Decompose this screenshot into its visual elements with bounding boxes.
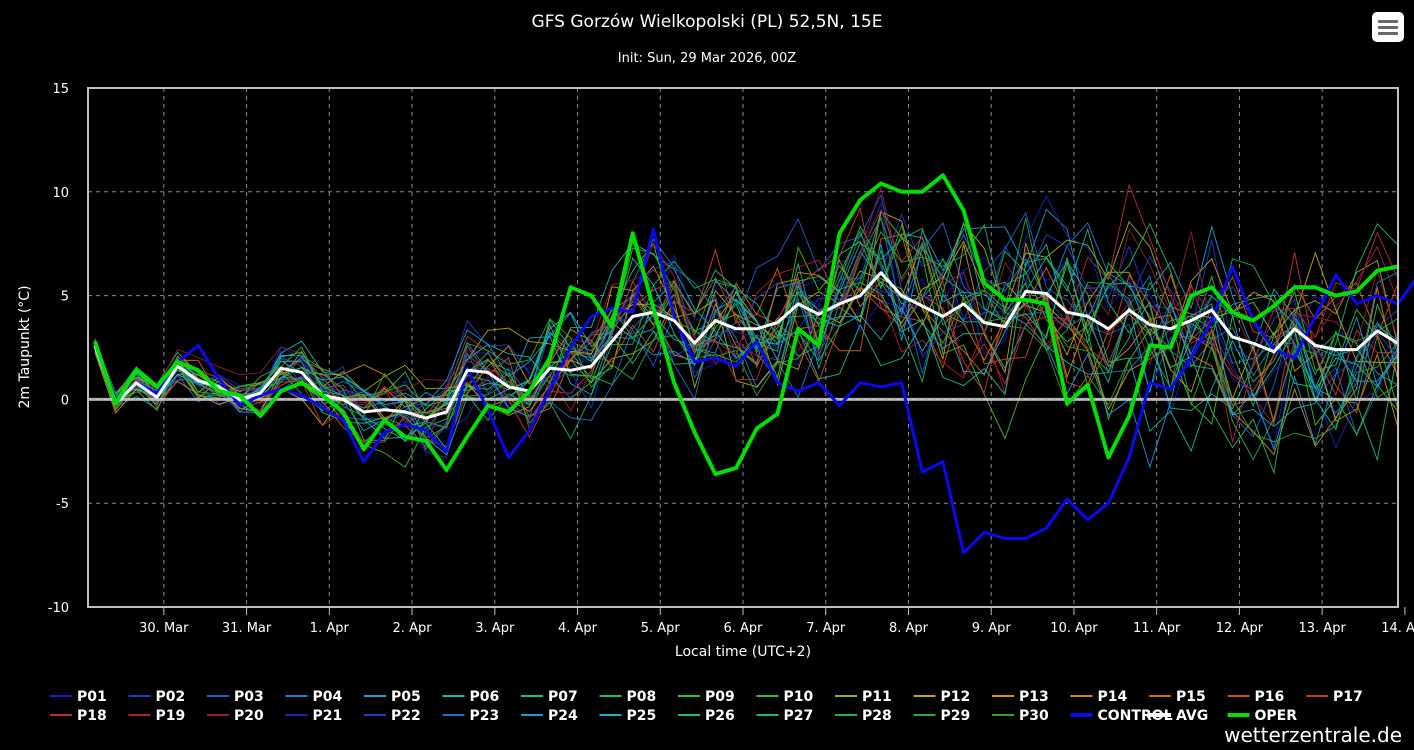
legend-item-p18: P18 xyxy=(77,708,107,724)
series-line-p06 xyxy=(94,242,1399,453)
x-tick-label: 6. Apr xyxy=(723,621,763,636)
legend-item-oper: OPER xyxy=(1255,708,1298,724)
x-tick-label: 4. Apr xyxy=(558,621,598,636)
legend-item-p16: P16 xyxy=(1255,689,1285,705)
x-tick-label: 11. Apr xyxy=(1133,621,1181,636)
y-tick-label: 5 xyxy=(61,290,69,305)
x-tick-label: 7. Apr xyxy=(806,621,846,636)
y-tick-label: 10 xyxy=(52,186,69,201)
legend-item-p02: P02 xyxy=(156,689,186,705)
chart-subtitle: Init: Sun, 29 Mar 2026, 00Z xyxy=(618,51,797,66)
legend-item-p08: P08 xyxy=(627,689,657,705)
legend-item-p20: P20 xyxy=(234,708,264,724)
legend-item-p27: P27 xyxy=(784,708,814,724)
y-axis-ticks: -10 -5 0 5 10 15 xyxy=(48,82,69,616)
x-tick-label: 13. Apr xyxy=(1299,621,1347,636)
x-axis-ticks: 30. Mar 31. Mar 1. Apr 2. Apr 3. Apr 4. Apr 5.… xyxy=(139,607,1414,636)
series-line-p27 xyxy=(94,220,1399,475)
series-line-oper xyxy=(93,173,1399,477)
legend-item-p11: P11 xyxy=(862,689,892,705)
x-tick-label: 1. Apr xyxy=(310,621,350,636)
y-tick-label: -5 xyxy=(56,497,69,512)
legend-item-p29: P29 xyxy=(941,708,971,724)
legend-item-avg: AVG xyxy=(1176,708,1208,724)
legend-item-p04: P04 xyxy=(313,689,343,705)
legend: P01 P02 P03 P04 P05 P06 P07 P08 P09 P10 P11 P12 P13 P… xyxy=(50,689,1363,724)
chart-title: GFS Gorzów Wielkopolski (PL) 52,5N, 15E xyxy=(532,12,883,32)
legend-item-p24: P24 xyxy=(548,708,578,724)
hamburger-menu-icon[interactable] xyxy=(1372,12,1404,42)
legend-item-p15: P15 xyxy=(1176,689,1206,705)
legend-item-p21: P21 xyxy=(313,708,343,724)
y-axis-label: 2m Taupunkt (°C) xyxy=(17,285,33,408)
x-tick-label: 2. Apr xyxy=(393,621,433,636)
legend-item-p07: P07 xyxy=(548,689,578,705)
x-tick-label: 8. Apr xyxy=(889,621,929,636)
legend-item-p19: P19 xyxy=(156,708,186,724)
legend-item-p10: P10 xyxy=(784,689,814,705)
x-axis-label: Local time (UTC+2) xyxy=(675,644,811,660)
main-series-layer xyxy=(88,173,1414,555)
x-tick-label: 31. Mar xyxy=(222,621,272,636)
legend-item-p05: P05 xyxy=(391,689,421,705)
x-tick-label: 14. Apr xyxy=(1381,621,1414,636)
legend-item-p22: P22 xyxy=(391,708,421,724)
legend-item-control: CONTROL xyxy=(1098,708,1173,724)
legend-item-p25: P25 xyxy=(627,708,657,724)
legend-item-p23: P23 xyxy=(470,708,500,724)
legend-item-p13: P13 xyxy=(1019,689,1049,705)
legend-item-p03: P03 xyxy=(234,689,264,705)
y-tick-label: -10 xyxy=(48,601,69,616)
x-tick-label: 9. Apr xyxy=(972,621,1012,636)
legend-item-p26: P26 xyxy=(705,708,735,724)
legend-item-p28: P28 xyxy=(862,708,892,724)
legend-item-p01: P01 xyxy=(77,689,107,705)
legend-item-p06: P06 xyxy=(470,689,500,705)
legend-item-p12: P12 xyxy=(941,689,971,705)
x-tick-label: 30. Mar xyxy=(139,621,189,636)
x-tick-label: 5. Apr xyxy=(641,621,681,636)
series-line-p19 xyxy=(94,242,1399,452)
y-tick-label: 15 xyxy=(52,82,69,97)
series-line-p12 xyxy=(94,240,1399,426)
x-tick-label: 3. Apr xyxy=(475,621,515,636)
series-line-p09 xyxy=(94,222,1399,468)
x-tick-label: 10. Apr xyxy=(1050,621,1098,636)
legend-item-p30: P30 xyxy=(1019,708,1049,724)
legend-item-p09: P09 xyxy=(705,689,735,705)
series-line-p29 xyxy=(94,217,1399,461)
legend-item-p17: P17 xyxy=(1333,689,1363,705)
series-line-control xyxy=(93,227,1414,555)
credit-text: wetterzentrale.de xyxy=(1224,723,1402,747)
x-tick-label: 12. Apr xyxy=(1216,621,1264,636)
legend-item-p14: P14 xyxy=(1098,689,1128,705)
series-line-p15 xyxy=(94,234,1399,419)
y-tick-label: 0 xyxy=(61,393,69,408)
